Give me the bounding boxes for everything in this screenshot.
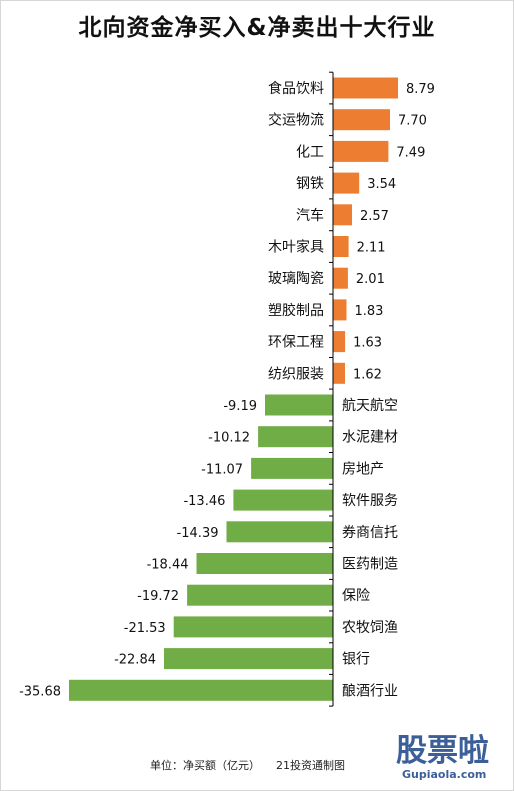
bar-7 <box>333 267 348 289</box>
value-label-6: 2.11 <box>357 241 386 256</box>
value-label-9: 1.63 <box>353 336 382 351</box>
value-label-19: -22.84 <box>114 653 156 668</box>
value-label-15: -14.39 <box>177 526 219 541</box>
value-label-10: 1.62 <box>353 367 382 382</box>
bar-9 <box>333 331 346 353</box>
category-label-13: 房地产 <box>342 461 384 477</box>
bar-2 <box>333 109 390 131</box>
category-label-10: 纺织服装 <box>268 366 324 382</box>
bar-19 <box>164 648 333 670</box>
bar-16 <box>196 553 333 574</box>
category-label-17: 保险 <box>342 588 370 604</box>
category-label-19: 银行 <box>342 652 370 668</box>
category-label-14: 软件服务 <box>342 493 398 509</box>
value-label-11: -9.19 <box>223 399 257 414</box>
bar-12 <box>258 426 333 448</box>
bar-1 <box>333 77 398 99</box>
value-label-12: -10.12 <box>208 431 250 446</box>
category-label-2: 交运物流 <box>268 112 324 129</box>
bar-15 <box>226 521 333 543</box>
value-label-1: 8.79 <box>406 82 435 97</box>
category-label-5: 汽车 <box>296 207 324 224</box>
value-label-18: -21.53 <box>124 621 166 636</box>
category-label-16: 医药制造 <box>342 557 398 573</box>
bar-10 <box>333 362 345 384</box>
watermark-site: Gupiaola.com <box>402 768 487 781</box>
category-label-20: 酿酒行业 <box>342 683 398 699</box>
value-label-2: 7.70 <box>398 114 427 129</box>
bar-5 <box>333 204 352 226</box>
watermark-logo: 股票啦 Gupiaola.com <box>396 734 510 788</box>
category-label-4: 钢铁 <box>296 176 324 192</box>
category-label-9: 环保工程 <box>268 335 324 351</box>
bar-4 <box>333 172 360 194</box>
value-label-20: -35.68 <box>19 684 61 699</box>
value-label-7: 2.01 <box>356 272 385 287</box>
category-label-15: 券商信托 <box>342 525 398 541</box>
bar-3 <box>333 140 389 162</box>
unit-label: 单位：净买额（亿元） <box>150 759 260 772</box>
value-label-4: 3.54 <box>367 177 396 192</box>
chart-footer: 单位：净买额（亿元） 21投资通制图 <box>150 757 361 773</box>
category-label-6: 木叶家具 <box>268 239 324 256</box>
category-label-3: 化工 <box>296 144 324 160</box>
value-label-16: -18.44 <box>147 558 189 573</box>
bar-13 <box>251 457 333 479</box>
value-label-13: -11.07 <box>201 462 243 477</box>
bar-14 <box>233 489 333 511</box>
bar-18 <box>173 616 333 638</box>
category-label-12: 水泥建材 <box>342 430 398 446</box>
chart-title: 北向资金净买入&净卖出十大行业 <box>78 15 436 41</box>
source-label: 21投资通制图 <box>276 759 345 772</box>
value-label-14: -13.46 <box>183 494 225 509</box>
category-label-1: 食品饮料 <box>268 80 324 97</box>
bar-17 <box>187 584 333 606</box>
category-label-7: 玻璃陶瓷 <box>268 270 324 287</box>
bar-8 <box>333 299 347 321</box>
watermark-chars: 股票啦 <box>396 733 489 769</box>
value-label-5: 2.57 <box>360 209 389 224</box>
value-label-3: 7.49 <box>396 145 425 160</box>
category-label-18: 农牧饲渔 <box>342 620 398 636</box>
bar-20 <box>69 679 333 701</box>
category-label-11: 航天航空 <box>342 398 398 414</box>
bar-11 <box>265 394 333 416</box>
value-label-17: -19.72 <box>137 589 179 604</box>
category-label-8: 塑胶制品 <box>268 302 324 319</box>
value-label-8: 1.83 <box>355 304 384 319</box>
bar-6 <box>333 236 349 257</box>
